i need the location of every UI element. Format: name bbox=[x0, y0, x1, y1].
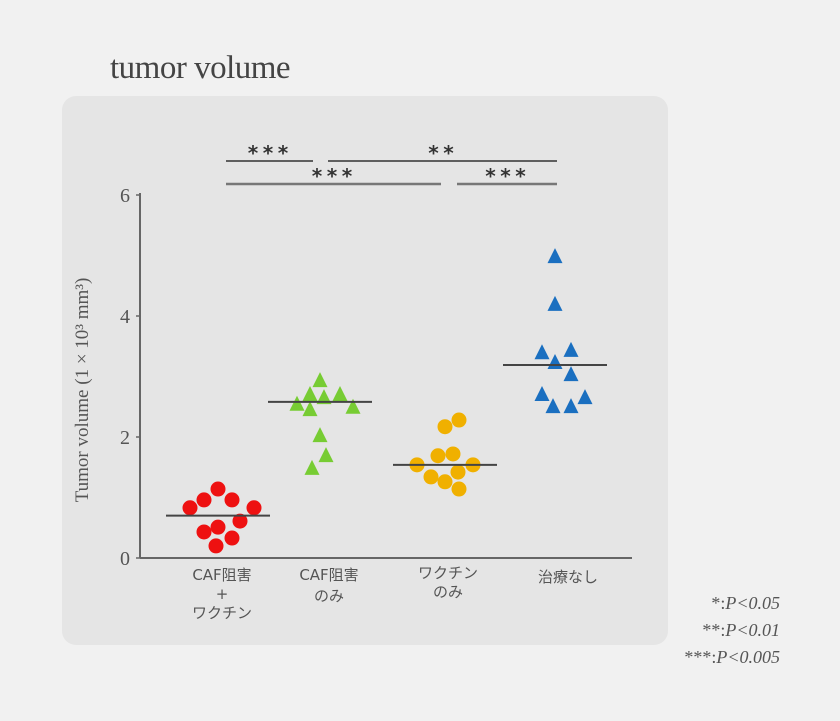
y-tick-label: 4 bbox=[120, 306, 130, 328]
data-point bbox=[312, 427, 328, 443]
data-point bbox=[345, 398, 361, 414]
data-point bbox=[312, 372, 328, 388]
data-point bbox=[430, 448, 446, 464]
data-point bbox=[577, 389, 593, 405]
data-point bbox=[318, 447, 334, 463]
data-point bbox=[563, 341, 579, 357]
x-label-1: CAF阻害 のみ bbox=[299, 566, 359, 605]
significance-label: ** bbox=[427, 141, 457, 165]
data-point bbox=[547, 353, 563, 369]
data-point bbox=[545, 398, 561, 414]
significance-label: *** bbox=[484, 164, 529, 188]
data-point bbox=[289, 395, 305, 411]
x-label-3: 治療なし bbox=[537, 568, 598, 586]
significance-legend: *:P<0.05 **:P<0.01 ***:P<0.005 bbox=[684, 590, 780, 671]
significance-label: *** bbox=[311, 164, 356, 188]
legend-row: **:P<0.01 bbox=[702, 620, 780, 640]
data-point bbox=[232, 513, 248, 529]
data-point bbox=[210, 481, 226, 497]
x-label-2: ワクチン のみ bbox=[417, 564, 478, 601]
y-tick-label: 2 bbox=[120, 427, 130, 449]
data-point bbox=[534, 386, 550, 402]
data-point bbox=[302, 401, 318, 417]
data-point bbox=[563, 398, 579, 414]
data-point bbox=[534, 344, 550, 360]
data-point bbox=[437, 419, 453, 435]
series-1 bbox=[268, 372, 372, 475]
legend-row: *:P<0.05 bbox=[711, 593, 780, 613]
data-point bbox=[246, 500, 262, 516]
data-point bbox=[450, 464, 466, 480]
data-point bbox=[547, 248, 563, 264]
data-point bbox=[196, 524, 212, 540]
data-point bbox=[224, 492, 240, 508]
chart-panel bbox=[62, 96, 668, 645]
x-label-0: CAF阻害 + ワクチン bbox=[191, 566, 252, 622]
data-point bbox=[332, 386, 348, 402]
data-point bbox=[437, 474, 453, 490]
data-point bbox=[316, 389, 332, 405]
data-point bbox=[563, 366, 579, 382]
data-point bbox=[547, 295, 563, 311]
data-point bbox=[196, 492, 212, 508]
data-point bbox=[451, 481, 467, 497]
data-point bbox=[304, 459, 320, 475]
data-point bbox=[451, 412, 467, 428]
significance-label: *** bbox=[247, 141, 292, 165]
series-0 bbox=[166, 481, 270, 554]
y-axis-label: Tumor volume (1 × 10³ mm³) bbox=[72, 278, 93, 503]
data-point bbox=[208, 538, 224, 554]
data-point bbox=[445, 446, 461, 462]
y-tick-label: 0 bbox=[120, 548, 130, 570]
chart-title: tumor volume bbox=[110, 50, 291, 86]
y-tick-label: 6 bbox=[120, 185, 130, 207]
series-3 bbox=[503, 248, 607, 414]
data-point bbox=[210, 519, 226, 535]
data-point bbox=[423, 469, 439, 485]
data-point bbox=[302, 386, 318, 402]
legend-row: ***:P<0.005 bbox=[684, 647, 780, 667]
data-point bbox=[224, 530, 240, 546]
data-point bbox=[182, 500, 198, 516]
series-2 bbox=[393, 412, 497, 497]
